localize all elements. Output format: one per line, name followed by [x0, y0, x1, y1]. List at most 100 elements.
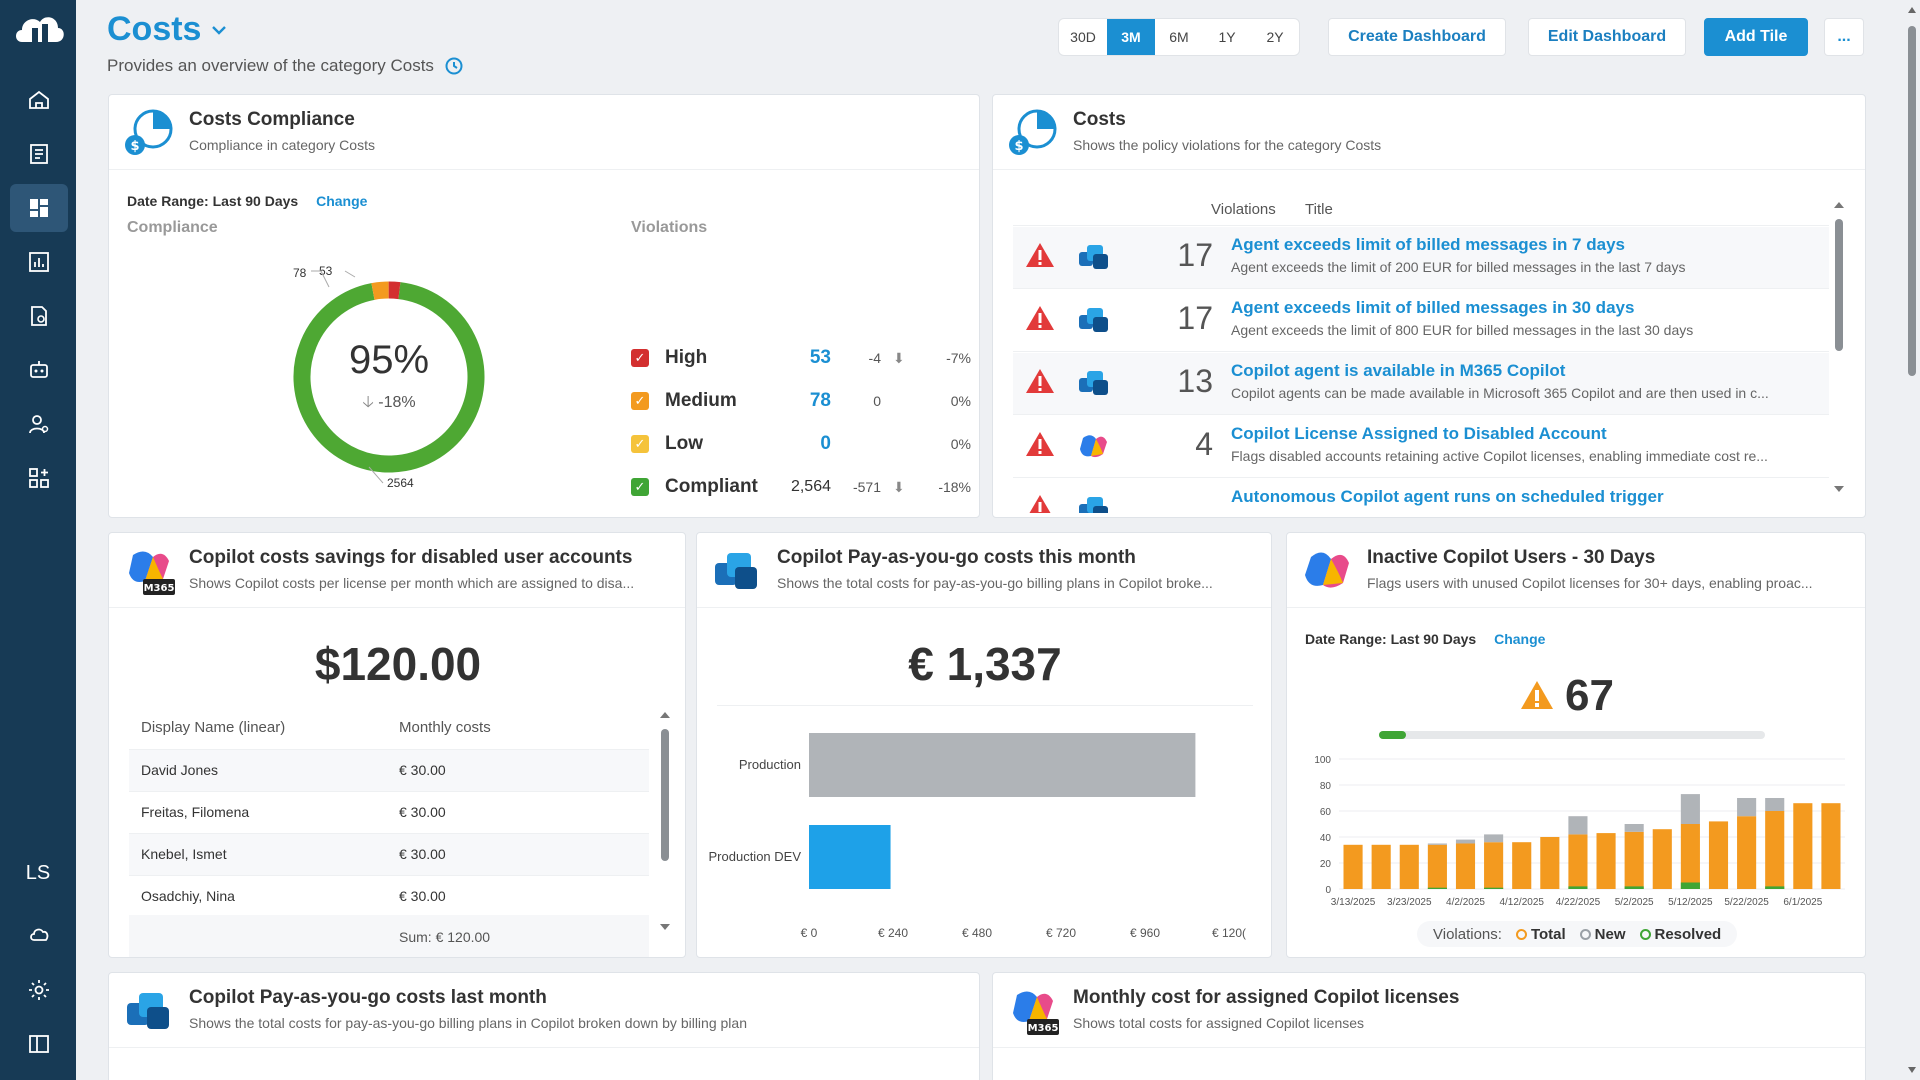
change-range-link[interactable]: Change [316, 193, 368, 209]
violation-title-link[interactable]: Agent exceeds limit of billed messages i… [1231, 235, 1625, 254]
history-icon[interactable] [444, 56, 464, 76]
chevron-down-icon[interactable] [209, 20, 229, 40]
sidebar-users[interactable] [10, 400, 68, 448]
bar-total[interactable] [1399, 844, 1419, 889]
bar-new[interactable] [1568, 816, 1588, 835]
scroll-up-icon[interactable] [1831, 199, 1847, 211]
sidebar-cloud[interactable] [10, 910, 68, 958]
bar-resolved[interactable] [1765, 886, 1785, 889]
sidebar-agents[interactable] [10, 346, 68, 394]
scroll-down-icon[interactable] [657, 921, 673, 933]
page-scroll-thumb[interactable] [1908, 26, 1916, 376]
violation-title-link[interactable]: Copilot License Assigned to Disabled Acc… [1231, 424, 1607, 443]
violation-row-low[interactable]: ✓ Low 0 0% [631, 429, 971, 459]
bar-new[interactable] [1624, 824, 1644, 832]
bar-total[interactable] [1427, 844, 1447, 889]
bar-resolved[interactable] [1624, 886, 1644, 889]
table-row[interactable]: Freitas, Filomena € 30.00 [129, 791, 649, 834]
page-title[interactable]: Costs [107, 10, 229, 49]
bar-new[interactable] [1427, 843, 1447, 845]
donut-slice-medium[interactable] [371, 281, 389, 300]
scroll-up-icon[interactable] [1906, 4, 1918, 16]
sidebar-home[interactable] [10, 76, 68, 124]
bar-total[interactable] [1765, 811, 1785, 889]
range-3m-button[interactable]: 3M [1107, 19, 1155, 55]
table-row[interactable]: Knebel, Ismet € 30.00 [129, 833, 649, 876]
bar-new[interactable] [1484, 834, 1504, 843]
bar-total[interactable] [1596, 833, 1616, 889]
legend-item-resolved[interactable]: Resolved [1639, 926, 1721, 943]
sidebar-dashboard[interactable] [10, 184, 68, 232]
violation-list-item[interactable]: 4 Copilot License Assigned to Disabled A… [1013, 416, 1829, 478]
violation-list-item[interactable]: Autonomous Copilot agent runs on schedul… [1013, 479, 1829, 513]
bar-total[interactable] [1371, 844, 1391, 889]
violation-count[interactable]: 0 [820, 433, 831, 454]
payg-bar-0[interactable] [809, 733, 1196, 797]
bar-total[interactable] [1484, 842, 1504, 889]
bar-total[interactable] [1512, 842, 1532, 889]
violation-list-item[interactable]: 17 Agent exceeds limit of billed message… [1013, 227, 1829, 289]
more-button[interactable]: ... [1824, 18, 1864, 56]
bar-total[interactable] [1624, 831, 1644, 889]
violation-count[interactable]: 78 [809, 390, 831, 411]
edit-dashboard-button[interactable]: Edit Dashboard [1528, 18, 1686, 56]
bar-resolved[interactable] [1568, 886, 1588, 889]
bar-new[interactable] [1455, 839, 1476, 844]
sidebar-settings[interactable] [10, 966, 68, 1014]
table-row[interactable]: David Jones € 30.00 [129, 749, 649, 792]
checkbox-icon[interactable]: ✓ [631, 392, 649, 410]
change-range-link[interactable]: Change [1494, 631, 1546, 647]
checkbox-icon[interactable]: ✓ [631, 478, 649, 496]
bar-total[interactable] [1455, 843, 1476, 890]
payg-bar-1[interactable] [809, 825, 891, 889]
bar-resolved[interactable] [1427, 887, 1447, 889]
violation-list-item[interactable]: 13 Copilot agent is available in M365 Co… [1013, 353, 1829, 415]
violations-scrollbar[interactable] [1831, 199, 1847, 499]
scroll-down-icon[interactable] [1831, 483, 1847, 495]
checkbox-icon[interactable]: ✓ [631, 349, 649, 367]
bar-total[interactable] [1737, 816, 1757, 889]
bar-new[interactable] [1737, 798, 1757, 817]
legend-item-new[interactable]: New [1579, 926, 1626, 943]
table-row[interactable]: Osadchiy, Nina € 30.00 [129, 875, 649, 918]
bar-resolved[interactable] [1680, 882, 1700, 890]
scroll-thumb[interactable] [1835, 219, 1843, 351]
bar-total[interactable] [1708, 821, 1729, 889]
create-dashboard-button[interactable]: Create Dashboard [1328, 18, 1506, 56]
sidebar-analytics[interactable] [10, 238, 68, 286]
sidebar-apps[interactable] [10, 454, 68, 502]
title-column-header[interactable]: Title [1305, 201, 1333, 218]
violation-title-link[interactable]: Agent exceeds limit of billed messages i… [1231, 298, 1635, 317]
legend-item-total[interactable]: Total [1515, 926, 1566, 943]
bar-new[interactable] [1680, 794, 1700, 824]
scroll-up-icon[interactable] [657, 709, 673, 721]
violation-title-link[interactable]: Copilot agent is available in M365 Copil… [1231, 361, 1566, 380]
bar-total[interactable] [1793, 803, 1813, 889]
range-30d-button[interactable]: 30D [1070, 29, 1096, 45]
violation-title-link[interactable]: Autonomous Copilot agent runs on schedul… [1231, 487, 1664, 506]
bar-total[interactable] [1568, 834, 1588, 889]
violation-row-medium[interactable]: ✓ Medium 78 0 0% [631, 386, 971, 416]
add-tile-button[interactable]: Add Tile [1704, 18, 1808, 56]
scroll-down-icon[interactable] [1906, 1064, 1918, 1076]
checkbox-icon[interactable]: ✓ [631, 435, 649, 453]
bar-total[interactable] [1540, 837, 1560, 889]
range-2y-button[interactable]: 2Y [1266, 29, 1284, 45]
bar-total[interactable] [1821, 803, 1841, 889]
range-1y-button[interactable]: 1Y [1218, 29, 1236, 45]
violation-count[interactable]: 53 [809, 347, 831, 368]
donut-slice-high[interactable] [388, 281, 401, 300]
scroll-thumb[interactable] [661, 729, 669, 861]
bar-total[interactable] [1680, 824, 1700, 889]
sidebar-policy[interactable] [10, 292, 68, 340]
bar-total[interactable] [1343, 844, 1363, 889]
sidebar-collapse[interactable] [10, 1020, 68, 1068]
table-scrollbar[interactable] [657, 709, 673, 939]
display-name-column-header[interactable]: Display Name (linear) [129, 707, 387, 750]
donut-slice-compliant[interactable] [293, 282, 485, 473]
violation-row-compliant[interactable]: ✓ Compliant 2,564 -571 ⬇ -18% [631, 472, 971, 502]
monthly-costs-column-header[interactable]: Monthly costs [387, 707, 649, 750]
violation-row-information[interactable]: iInformation00% [631, 515, 971, 517]
app-logo-icon[interactable] [10, 6, 66, 52]
violation-list-item[interactable]: 17 Agent exceeds limit of billed message… [1013, 290, 1829, 352]
